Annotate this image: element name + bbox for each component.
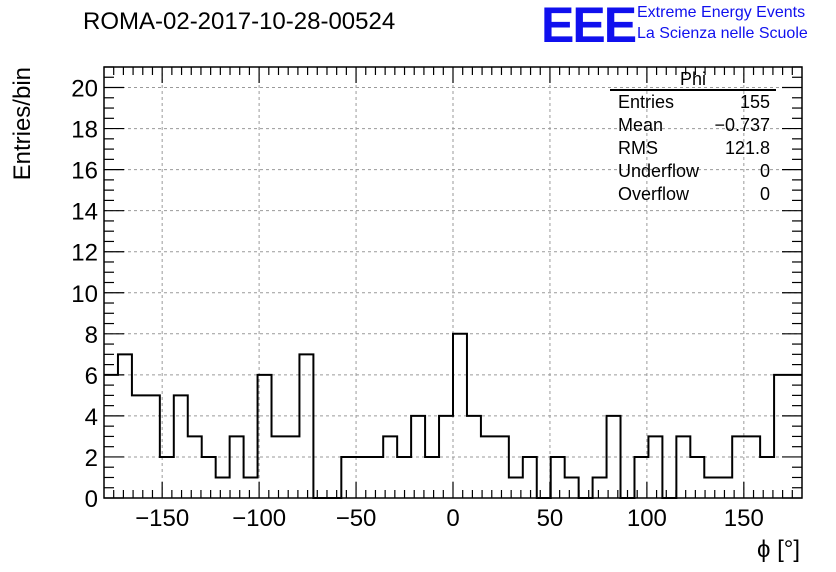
- stats-value: 121.8: [724, 138, 770, 158]
- stats-row-entries: Entries 155: [610, 91, 776, 114]
- y-tick-label: 2: [85, 445, 98, 472]
- chart-title: ROMA-02-2017-10-28-00524: [83, 8, 396, 35]
- y-tick-label: 12: [71, 240, 98, 267]
- y-tick-label: 14: [71, 199, 98, 226]
- y-tick-label: 10: [71, 281, 98, 308]
- x-axis-label: ϕ [°]: [757, 536, 800, 563]
- logo-subtitle-2: La Scienza nelle Scuole: [637, 25, 808, 42]
- y-tick-label: 4: [85, 404, 98, 431]
- stats-label: RMS: [618, 138, 658, 158]
- stats-label: Overflow: [618, 184, 690, 204]
- eee-logo: EEE: [541, 0, 637, 53]
- stats-row-mean: Mean −0.737: [610, 114, 776, 137]
- stats-value: 155: [739, 92, 770, 112]
- x-tick-label: 0: [446, 505, 459, 532]
- stats-label: Entries: [618, 92, 675, 112]
- y-tick-label: 18: [71, 117, 98, 144]
- y-axis-label: Entries/bin: [9, 67, 36, 180]
- y-tick-label: 6: [85, 363, 98, 390]
- stats-value: 0: [759, 161, 770, 181]
- y-tick-label: 8: [85, 322, 98, 349]
- stats-value: −0.737: [714, 115, 770, 135]
- y-tick-label: 16: [71, 158, 98, 185]
- stats-value: 0: [759, 184, 770, 204]
- y-tick-label: 20: [71, 76, 98, 103]
- y-axis-ticks: 0 2 4 6 8 10 12 14 16 18 20: [71, 66, 802, 513]
- x-tick-label: 50: [537, 505, 564, 532]
- x-axis-ticks: −150 −100 −50 0 50 100 150: [113, 67, 793, 532]
- x-tick-label: 100: [627, 505, 667, 532]
- stats-box-title: Phi: [610, 69, 776, 91]
- stats-label: Underflow: [618, 161, 700, 181]
- stats-box: Phi Entries 155 Mean −0.737 RMS 121.8 Un…: [610, 69, 776, 206]
- stats-row-rms: RMS 121.8: [610, 137, 776, 160]
- y-tick-label: 0: [85, 486, 98, 513]
- x-tick-label: 150: [724, 505, 764, 532]
- stats-row-underflow: Underflow 0: [610, 160, 776, 183]
- x-tick-label: −150: [135, 505, 189, 532]
- stats-label: Mean: [618, 115, 664, 135]
- logo-subtitle-1: Extreme Energy Events: [637, 4, 806, 21]
- stats-row-overflow: Overflow 0: [610, 183, 776, 206]
- x-tick-label: −50: [336, 505, 377, 532]
- x-tick-label: −100: [232, 505, 286, 532]
